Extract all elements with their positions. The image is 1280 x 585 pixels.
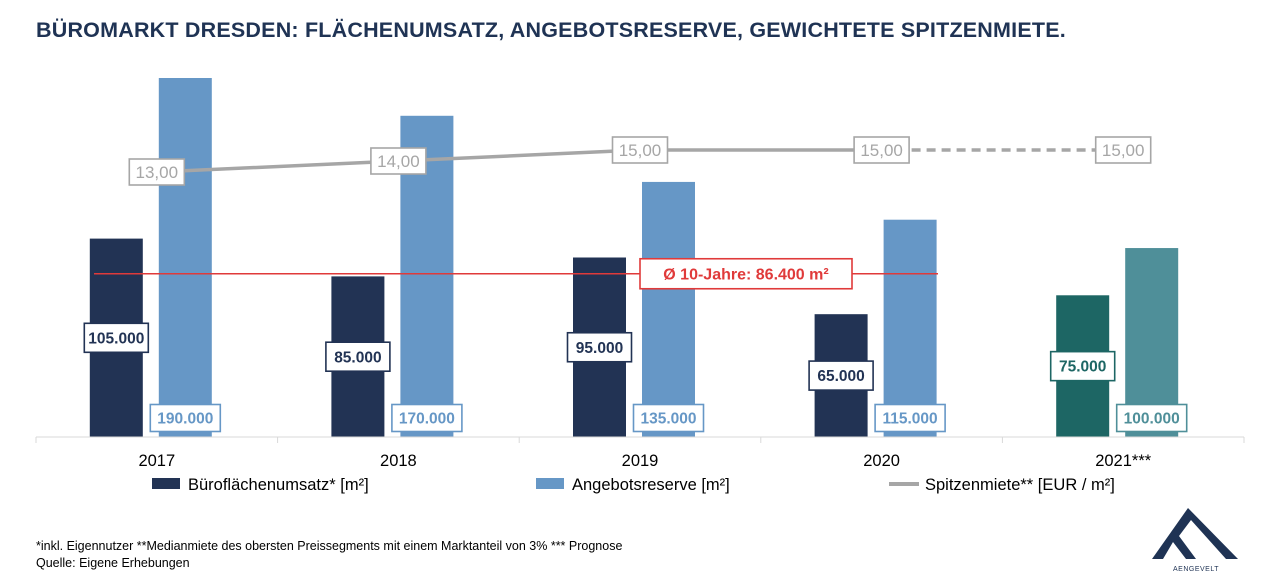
spitzenmiete-line: [398, 148, 641, 163]
bueroflaechenumsatz-label-text: 105.000: [88, 330, 144, 347]
legend-angebotsreserve-label: Angebotsreserve [m²]: [572, 476, 730, 494]
spitzenmiete-label-text: 15,00: [619, 141, 662, 160]
angebotsreserve-label-text: 170.000: [399, 411, 455, 428]
spitzenmiete-label-text: 15,00: [1102, 141, 1145, 160]
bueroflaechenumsatz-label: 85.000: [325, 341, 391, 372]
chart: 13,00 14,00 15,00 15,00 15,00 Ø 10-Jahre: 86.…: [35, 78, 1245, 494]
spitzenmiete-line: [156, 159, 399, 174]
bueroflaechenumsatz-label-text: 65.000: [817, 368, 864, 385]
reference-line-label-box: [639, 257, 853, 290]
angebotsreserve-label-text: 190.000: [157, 411, 213, 428]
spitzenmiete-label: 14,00: [370, 147, 427, 175]
bueroflaechenumsatz-label: 65.000: [808, 360, 874, 391]
angebotsreserve-label: 115.000: [874, 403, 946, 433]
angebotsreserve-label: 190.000: [149, 403, 222, 433]
bueroflaechenumsatz-label-text: 75.000: [1059, 359, 1106, 376]
legend-bueroflaechenumsatz: Büroflächenumsatz* [m²]: [152, 476, 369, 494]
reference-line-label: Ø 10-Jahre: 86.400 m²: [639, 257, 853, 290]
angebotsreserve-label-box: [632, 403, 705, 433]
angebotsreserve-label: 100.000: [1115, 403, 1188, 433]
legend-angebotsreserve-swatch: [536, 478, 564, 489]
bueroflaechenumsatz-label-box: [808, 360, 874, 391]
legend-spitzenmiete-label: Spitzenmiete** [EUR / m²]: [925, 476, 1115, 494]
x-tick-label: 2017: [138, 452, 175, 470]
spitzenmiete-label-text: 14,00: [377, 152, 420, 171]
spitzenmiete-label-box: [611, 136, 669, 164]
angebotsreserve-label-text: 115.000: [883, 411, 938, 428]
bueroflaechenumsatz-label-box: [566, 331, 633, 363]
chart-title: BÜROMARKT DRESDEN: FLÄCHENUMSATZ, ANGEBO…: [36, 18, 1066, 42]
bar-angebotsreserve: [883, 219, 937, 437]
x-tick-label: 2018: [380, 452, 417, 470]
angebotsreserve-label-box: [874, 403, 946, 433]
bar-angebotsreserve: [158, 78, 212, 437]
bueroflaechenumsatz-label: 75.000: [1049, 350, 1116, 382]
logo-mark: [1152, 508, 1238, 559]
spitzenmiete-label-box: [1094, 136, 1152, 164]
legend-spitzenmiete: Spitzenmiete** [EUR / m²]: [889, 476, 1115, 494]
spitzenmiete-label-box: [853, 136, 910, 164]
x-tick-label: 2021***: [1095, 452, 1152, 470]
legend: Büroflächenumsatz* [m²] Angebotsreserve […: [152, 476, 1115, 494]
legend-bueroflaechenumsatz-swatch: [152, 478, 180, 489]
angebotsreserve-label-box: [391, 403, 463, 433]
footnote-source: Quelle: Eigene Erhebungen: [36, 556, 190, 570]
bueroflaechenumsatz-label-text: 95.000: [576, 340, 623, 357]
bueroflaechenumsatz-label-box: [1049, 350, 1116, 382]
spitzenmiete-label: 15,00: [853, 136, 910, 164]
bueroflaechenumsatz-label-text: 85.000: [334, 349, 381, 366]
angebotsreserve-label: 170.000: [391, 403, 463, 433]
reference-line-label-text: Ø 10-Jahre: 86.400 m²: [663, 267, 828, 284]
spitzenmiete-label: 15,00: [1094, 136, 1152, 164]
spitzenmiete-label-box: [128, 158, 186, 186]
spitzenmiete-label-box: [370, 147, 427, 175]
angebotsreserve-label-text: 100.000: [1124, 411, 1180, 428]
angebotsreserve-label-text: 135.000: [640, 411, 696, 428]
bueroflaechenumsatz-label: 105.000: [83, 322, 150, 354]
bar-angebotsreserve: [642, 181, 695, 437]
spitzenmiete-label: 13,00: [128, 158, 186, 186]
logo-wordmark: AENGEVELT: [1173, 566, 1219, 573]
bueroflaechenumsatz-label-box: [83, 322, 150, 354]
angebotsreserve-label-box: [1115, 403, 1188, 433]
angebotsreserve-label: 135.000: [632, 403, 705, 433]
bueroflaechenumsatz-label-box: [325, 341, 391, 372]
spitzenmiete-label: 15,00: [611, 136, 669, 164]
footnotes: *inkl. Eigennutzer **Medianmiete des obe…: [36, 538, 622, 572]
x-tick-label: 2019: [622, 452, 659, 470]
legend-angebotsreserve: Angebotsreserve [m²]: [536, 476, 730, 494]
bueroflaechenumsatz-label: 95.000: [566, 331, 633, 363]
legend-bueroflaechenumsatz-label: Büroflächenumsatz* [m²]: [188, 476, 369, 494]
x-tick-label: 2020: [863, 452, 900, 470]
footnote-definitions: *inkl. Eigennutzer **Medianmiete des obe…: [36, 539, 623, 553]
spitzenmiete-label-text: 15,00: [860, 141, 903, 160]
aengevelt-logo: AENGEVELT: [1152, 508, 1238, 573]
angebotsreserve-label-box: [149, 403, 222, 433]
spitzenmiete-label-text: 13,00: [136, 163, 179, 182]
